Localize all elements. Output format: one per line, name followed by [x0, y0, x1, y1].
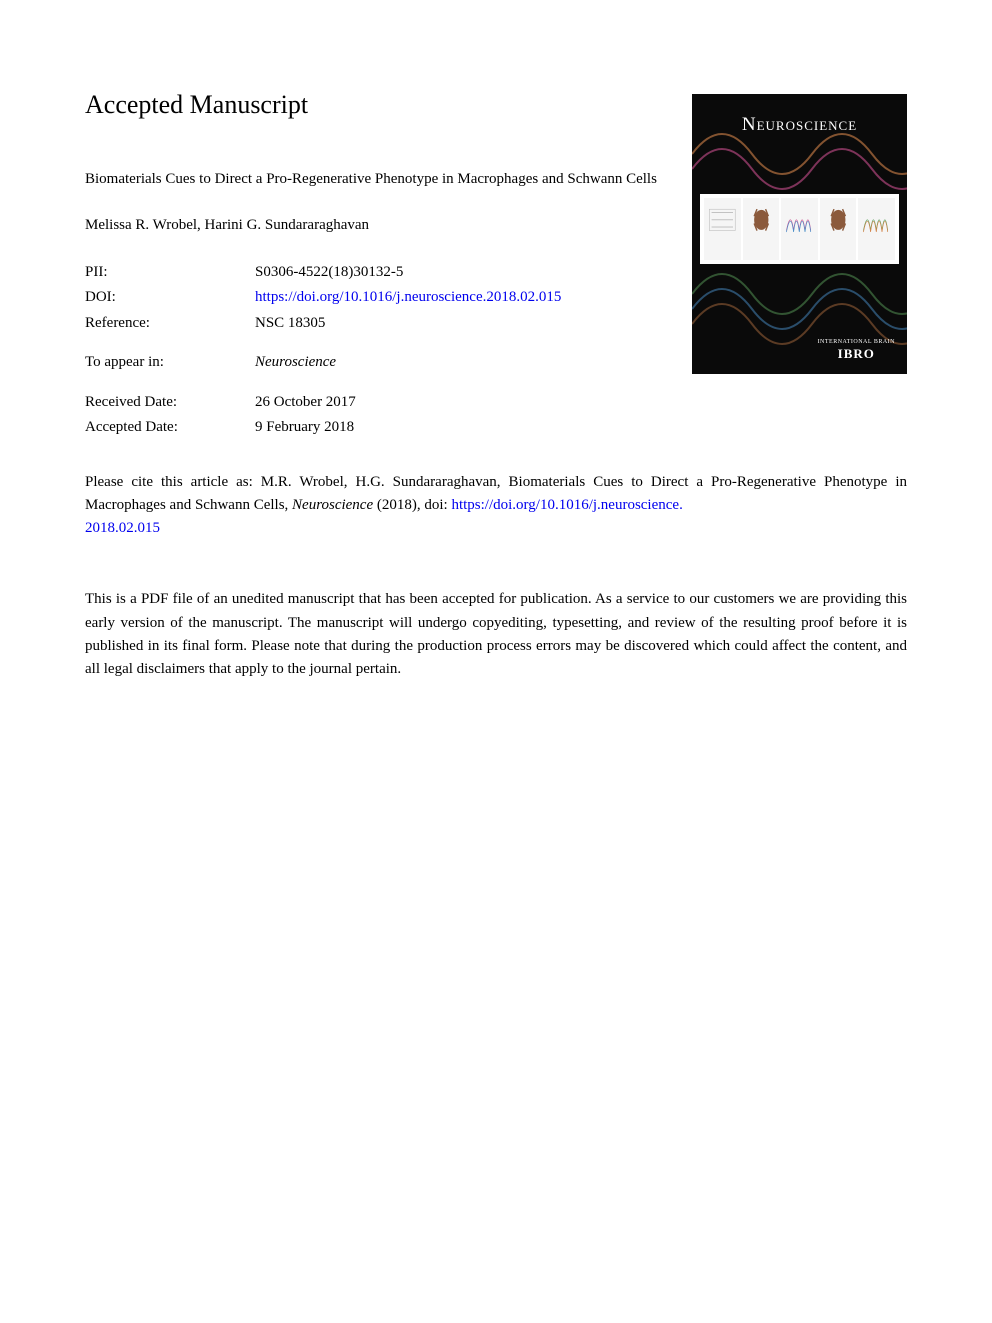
cover-panel-graphic [862, 202, 891, 238]
meta-row-accepted: Accepted Date: 9 February 2018 [85, 415, 672, 441]
doi-link[interactable]: https://doi.org/10.1016/j.neuroscience.2… [255, 289, 561, 305]
article-authors: Melissa R. Wrobel, Harini G. Sundararagh… [85, 217, 672, 234]
citation-journal: Neuroscience [292, 497, 373, 513]
meta-value: Neuroscience [255, 350, 672, 376]
meta-row-appear: To appear in: Neuroscience [85, 350, 672, 376]
meta-gap [85, 336, 672, 350]
citation-year: (2018), doi: [373, 497, 451, 513]
left-column: Accepted Manuscript Biomaterials Cues to… [85, 90, 692, 441]
citation-paragraph: Please cite this article as: M.R. Wrobel… [85, 471, 907, 541]
meta-value: NSC 18305 [255, 311, 672, 337]
journal-cover-thumbnail: Neuroscience [692, 94, 907, 374]
publisher-tagline: INTERNATIONAL BRAIN [818, 339, 895, 346]
cover-panel-graphic [824, 202, 853, 238]
cover-panel-graphic [747, 202, 776, 238]
meta-label: DOI: [85, 285, 255, 311]
cover-journal-name: Neuroscience [692, 114, 907, 136]
meta-row-doi: DOI: https://doi.org/10.1016/j.neuroscie… [85, 285, 672, 311]
page-heading: Accepted Manuscript [85, 90, 672, 120]
cover-publisher-logo: INTERNATIONAL BRAIN IBRO [818, 339, 895, 362]
meta-label: To appear in: [85, 350, 255, 376]
cover-panel [820, 198, 857, 260]
cover-panel-graphic [708, 202, 737, 238]
cover-panel [858, 198, 895, 260]
doi-link-part-b: 2018.02.015 [85, 520, 160, 536]
meta-row-reference: Reference: NSC 18305 [85, 311, 672, 337]
disclaimer-paragraph: This is a PDF file of an unedited manusc… [85, 588, 907, 681]
meta-label: Reference: [85, 311, 255, 337]
cover-panel [704, 198, 741, 260]
meta-label: Received Date: [85, 390, 255, 416]
meta-label: PII: [85, 260, 255, 286]
meta-value: 9 February 2018 [255, 415, 672, 441]
cover-panel [743, 198, 780, 260]
cover-figure-strip [700, 194, 899, 264]
meta-value: S0306-4522(18)30132-5 [255, 260, 672, 286]
meta-value: https://doi.org/10.1016/j.neuroscience.2… [255, 285, 672, 311]
doi-link-part-a: https://doi.org/10.1016/j.neuroscience. [451, 497, 682, 513]
meta-gap [85, 376, 672, 390]
publisher-name: IBRO [818, 346, 895, 362]
meta-row-received: Received Date: 26 October 2017 [85, 390, 672, 416]
cover-panel [781, 198, 818, 260]
header-row: Accepted Manuscript Biomaterials Cues to… [85, 90, 907, 441]
meta-row-pii: PII: S0306-4522(18)30132-5 [85, 260, 672, 286]
cover-panel-graphic [785, 202, 814, 238]
article-title: Biomaterials Cues to Direct a Pro-Regene… [85, 168, 672, 191]
metadata-table: PII: S0306-4522(18)30132-5 DOI: https://… [85, 260, 672, 441]
meta-value: 26 October 2017 [255, 390, 672, 416]
meta-label: Accepted Date: [85, 415, 255, 441]
